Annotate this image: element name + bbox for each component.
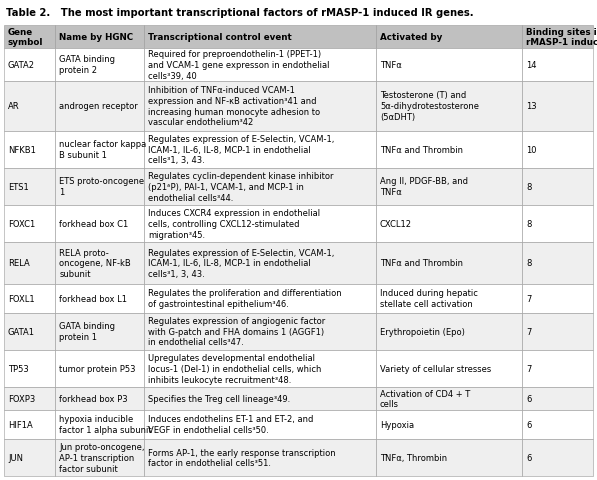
Bar	[144, 350, 376, 387]
Bar	[4, 439, 56, 476]
Text: Table 2.   The most important transcriptional factors of rMASP-1 induced IR gene: Table 2. The most important transcriptio…	[6, 8, 473, 18]
Text: Regulates expression of E-Selectin, VCAM-1,
ICAM-1, IL-6, IL-8, MCP-1 in endothe: Regulates expression of E-Selectin, VCAM…	[148, 248, 334, 278]
Text: 14: 14	[526, 60, 537, 70]
Bar	[56, 26, 144, 48]
Text: NFKB1: NFKB1	[8, 145, 36, 154]
Bar	[522, 131, 593, 168]
Bar	[522, 26, 593, 48]
Text: 6: 6	[526, 420, 531, 429]
Text: GATA binding
protein 1: GATA binding protein 1	[59, 322, 115, 341]
Bar	[4, 205, 56, 243]
Bar	[4, 284, 56, 313]
Bar	[4, 131, 56, 168]
Bar	[376, 439, 522, 476]
Text: forkhead box L1: forkhead box L1	[59, 294, 127, 303]
Bar	[144, 387, 376, 410]
Text: Activation of CD4 + T
cells: Activation of CD4 + T cells	[380, 389, 470, 408]
Bar	[376, 284, 522, 313]
Text: 13: 13	[526, 102, 537, 111]
Text: Name by HGNC: Name by HGNC	[59, 33, 133, 42]
Bar	[376, 26, 522, 48]
Bar	[376, 48, 522, 82]
Bar	[4, 243, 56, 284]
Text: 6: 6	[526, 394, 531, 403]
Bar	[522, 350, 593, 387]
Bar	[144, 48, 376, 82]
Bar	[144, 26, 376, 48]
Text: TNFα, Thrombin: TNFα, Thrombin	[380, 453, 447, 462]
Bar	[522, 313, 593, 350]
Text: 7: 7	[526, 364, 531, 373]
Bar	[376, 168, 522, 205]
Bar	[144, 313, 376, 350]
Bar	[56, 48, 144, 82]
Text: Upregulates developmental endothelial
locus-1 (Del-1) in endothelial cells, whic: Upregulates developmental endothelial lo…	[148, 353, 321, 384]
Text: ETS1: ETS1	[8, 182, 29, 192]
Bar	[144, 410, 376, 439]
Bar	[56, 82, 144, 131]
Bar	[522, 168, 593, 205]
Bar	[144, 131, 376, 168]
Text: forkhead box C1: forkhead box C1	[59, 220, 128, 228]
Text: CXCL12: CXCL12	[380, 220, 412, 228]
Bar	[522, 205, 593, 243]
Text: GATA2: GATA2	[8, 60, 35, 70]
Bar	[56, 387, 144, 410]
Bar	[56, 410, 144, 439]
Text: ETS proto-oncogene
1: ETS proto-oncogene 1	[59, 177, 144, 197]
Text: Forms AP-1, the early response transcription
factor in endothelial cells³51.: Forms AP-1, the early response transcrip…	[148, 447, 336, 468]
Text: 8: 8	[526, 182, 531, 192]
Text: GATA binding
protein 2: GATA binding protein 2	[59, 55, 115, 75]
Text: Transcriptional control event: Transcriptional control event	[148, 33, 292, 42]
Text: Induced during hepatic
stellate cell activation: Induced during hepatic stellate cell act…	[380, 288, 478, 308]
Text: Induces CXCR4 expression in endothelial
cells, controlling CXCL12-stimulated
mig: Induces CXCR4 expression in endothelial …	[148, 209, 320, 240]
Text: tumor protein P53: tumor protein P53	[59, 364, 136, 373]
Text: Regulates cyclin-dependent kinase inhibitor
(p21ᶞP), PAI-1, VCAM-1, and MCP-1 in: Regulates cyclin-dependent kinase inhibi…	[148, 172, 334, 202]
Text: Specifies the Treg cell lineage³49.: Specifies the Treg cell lineage³49.	[148, 394, 290, 403]
Bar	[376, 243, 522, 284]
Bar	[56, 168, 144, 205]
Bar	[4, 313, 56, 350]
Bar	[144, 439, 376, 476]
Text: Erythropoietin (Epo): Erythropoietin (Epo)	[380, 327, 465, 336]
Bar	[376, 313, 522, 350]
Bar	[144, 243, 376, 284]
Text: nuclear factor kappa
B subunit 1: nuclear factor kappa B subunit 1	[59, 140, 146, 160]
Text: Regulates the proliferation and differentiation
of gastrointestinal epithelium³4: Regulates the proliferation and differen…	[148, 288, 341, 308]
Text: Variety of cellular stresses: Variety of cellular stresses	[380, 364, 491, 373]
Bar	[522, 82, 593, 131]
Text: Required for preproendothelin-1 (PPET-1)
and VCAM-1 gene expresson in endothelia: Required for preproendothelin-1 (PPET-1)…	[148, 50, 330, 80]
Bar	[376, 387, 522, 410]
Text: TNFα and Thrombin: TNFα and Thrombin	[380, 145, 463, 154]
Bar	[56, 205, 144, 243]
Bar	[144, 82, 376, 131]
Text: RELA: RELA	[8, 259, 30, 268]
Text: Activated by: Activated by	[380, 33, 442, 42]
Bar	[144, 284, 376, 313]
Text: TP53: TP53	[8, 364, 29, 373]
Text: Hypoxia: Hypoxia	[380, 420, 414, 429]
Text: Regulates expression of angiogenic factor
with G-patch and FHA domains 1 (AGGF1): Regulates expression of angiogenic facto…	[148, 316, 325, 347]
Bar	[4, 168, 56, 205]
Text: TNFα and Thrombin: TNFα and Thrombin	[380, 259, 463, 268]
Bar	[522, 410, 593, 439]
Bar	[56, 284, 144, 313]
Text: Inhibition of TNFα-induced VCAM-1
expression and NF-κB activation³41 and
increas: Inhibition of TNFα-induced VCAM-1 expres…	[148, 86, 320, 127]
Bar	[522, 48, 593, 82]
Text: 7: 7	[526, 327, 531, 336]
Bar	[522, 387, 593, 410]
Text: Gene
symbol: Gene symbol	[8, 27, 44, 47]
Text: 8: 8	[526, 259, 531, 268]
Text: Jun proto-oncogene,
AP-1 transcription
factor subunit: Jun proto-oncogene, AP-1 transcription f…	[59, 442, 145, 473]
Text: 10: 10	[526, 145, 537, 154]
Bar	[4, 26, 56, 48]
Bar	[376, 205, 522, 243]
Text: Binding sites in 19
rMASP-1 induced IR genes: Binding sites in 19 rMASP-1 induced IR g…	[526, 27, 597, 47]
Bar	[144, 168, 376, 205]
Bar	[376, 410, 522, 439]
Bar	[522, 284, 593, 313]
Text: forkhead box P3: forkhead box P3	[59, 394, 128, 403]
Bar	[522, 439, 593, 476]
Bar	[522, 243, 593, 284]
Text: 8: 8	[526, 220, 531, 228]
